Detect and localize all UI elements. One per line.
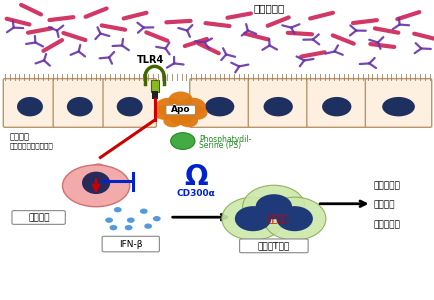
Circle shape — [178, 114, 197, 127]
Ellipse shape — [102, 176, 126, 189]
FancyBboxPatch shape — [103, 79, 156, 127]
Circle shape — [125, 225, 132, 230]
Circle shape — [168, 103, 192, 119]
Circle shape — [109, 225, 117, 230]
Circle shape — [105, 218, 113, 223]
Ellipse shape — [100, 182, 123, 195]
Text: Ω: Ω — [184, 163, 207, 191]
Text: Serine (PS): Serine (PS) — [199, 141, 241, 150]
Text: CD300α: CD300α — [176, 189, 215, 198]
Ellipse shape — [263, 97, 292, 116]
Ellipse shape — [321, 97, 351, 116]
FancyBboxPatch shape — [150, 80, 158, 92]
FancyBboxPatch shape — [53, 79, 106, 127]
Ellipse shape — [89, 164, 107, 180]
Circle shape — [140, 208, 148, 214]
Text: 粘膜上皮: 粘膜上皮 — [10, 132, 30, 141]
Ellipse shape — [76, 188, 96, 203]
FancyBboxPatch shape — [12, 211, 65, 224]
Ellipse shape — [82, 172, 110, 194]
Text: 炎症抑制: 炎症抑制 — [267, 216, 288, 225]
Text: 気管支喘息: 気管支喘息 — [373, 220, 400, 229]
Ellipse shape — [66, 175, 90, 188]
Circle shape — [255, 194, 291, 219]
FancyBboxPatch shape — [239, 239, 307, 253]
Circle shape — [170, 133, 194, 149]
Text: Apo: Apo — [171, 104, 190, 113]
Circle shape — [234, 206, 271, 231]
Text: 制御性T細胞: 制御性T細胞 — [257, 242, 289, 250]
Circle shape — [168, 92, 192, 108]
Ellipse shape — [98, 188, 118, 203]
Text: TLR4: TLR4 — [136, 56, 164, 65]
Text: Apo: Apo — [171, 105, 190, 114]
Ellipse shape — [204, 97, 234, 116]
Circle shape — [127, 218, 135, 223]
Text: Phosphatydil-: Phosphatydil- — [199, 135, 251, 144]
Ellipse shape — [77, 170, 97, 185]
Ellipse shape — [87, 188, 105, 204]
FancyBboxPatch shape — [165, 105, 195, 115]
Circle shape — [169, 110, 191, 125]
Text: 常在細菌菸: 常在細菌菸 — [253, 3, 285, 13]
Text: （腸管、皮膚、気管）: （腸管、皮膚、気管） — [10, 142, 53, 149]
Circle shape — [152, 216, 160, 221]
Circle shape — [144, 224, 151, 229]
Ellipse shape — [96, 170, 117, 185]
Text: IFN-β: IFN-β — [119, 240, 142, 249]
Circle shape — [221, 197, 284, 240]
Text: 樹状細胞: 樹状細胞 — [28, 213, 49, 222]
Ellipse shape — [381, 97, 414, 116]
Circle shape — [179, 98, 205, 116]
Ellipse shape — [116, 97, 142, 116]
FancyBboxPatch shape — [102, 236, 159, 252]
FancyBboxPatch shape — [306, 79, 366, 127]
FancyBboxPatch shape — [365, 79, 431, 127]
Circle shape — [114, 207, 122, 212]
Circle shape — [153, 106, 174, 120]
Circle shape — [242, 185, 304, 228]
Circle shape — [263, 197, 325, 240]
Text: 炎症性腸炎: 炎症性腸炎 — [373, 181, 400, 190]
FancyBboxPatch shape — [151, 91, 157, 99]
FancyBboxPatch shape — [248, 79, 307, 127]
Text: アトピー: アトピー — [373, 201, 394, 210]
FancyBboxPatch shape — [3, 79, 56, 127]
Ellipse shape — [17, 97, 43, 116]
Circle shape — [186, 106, 207, 120]
Ellipse shape — [62, 165, 129, 207]
Circle shape — [163, 114, 182, 127]
FancyBboxPatch shape — [189, 79, 249, 127]
Circle shape — [155, 98, 181, 116]
Circle shape — [276, 206, 312, 231]
Ellipse shape — [69, 183, 92, 196]
Ellipse shape — [67, 97, 92, 116]
